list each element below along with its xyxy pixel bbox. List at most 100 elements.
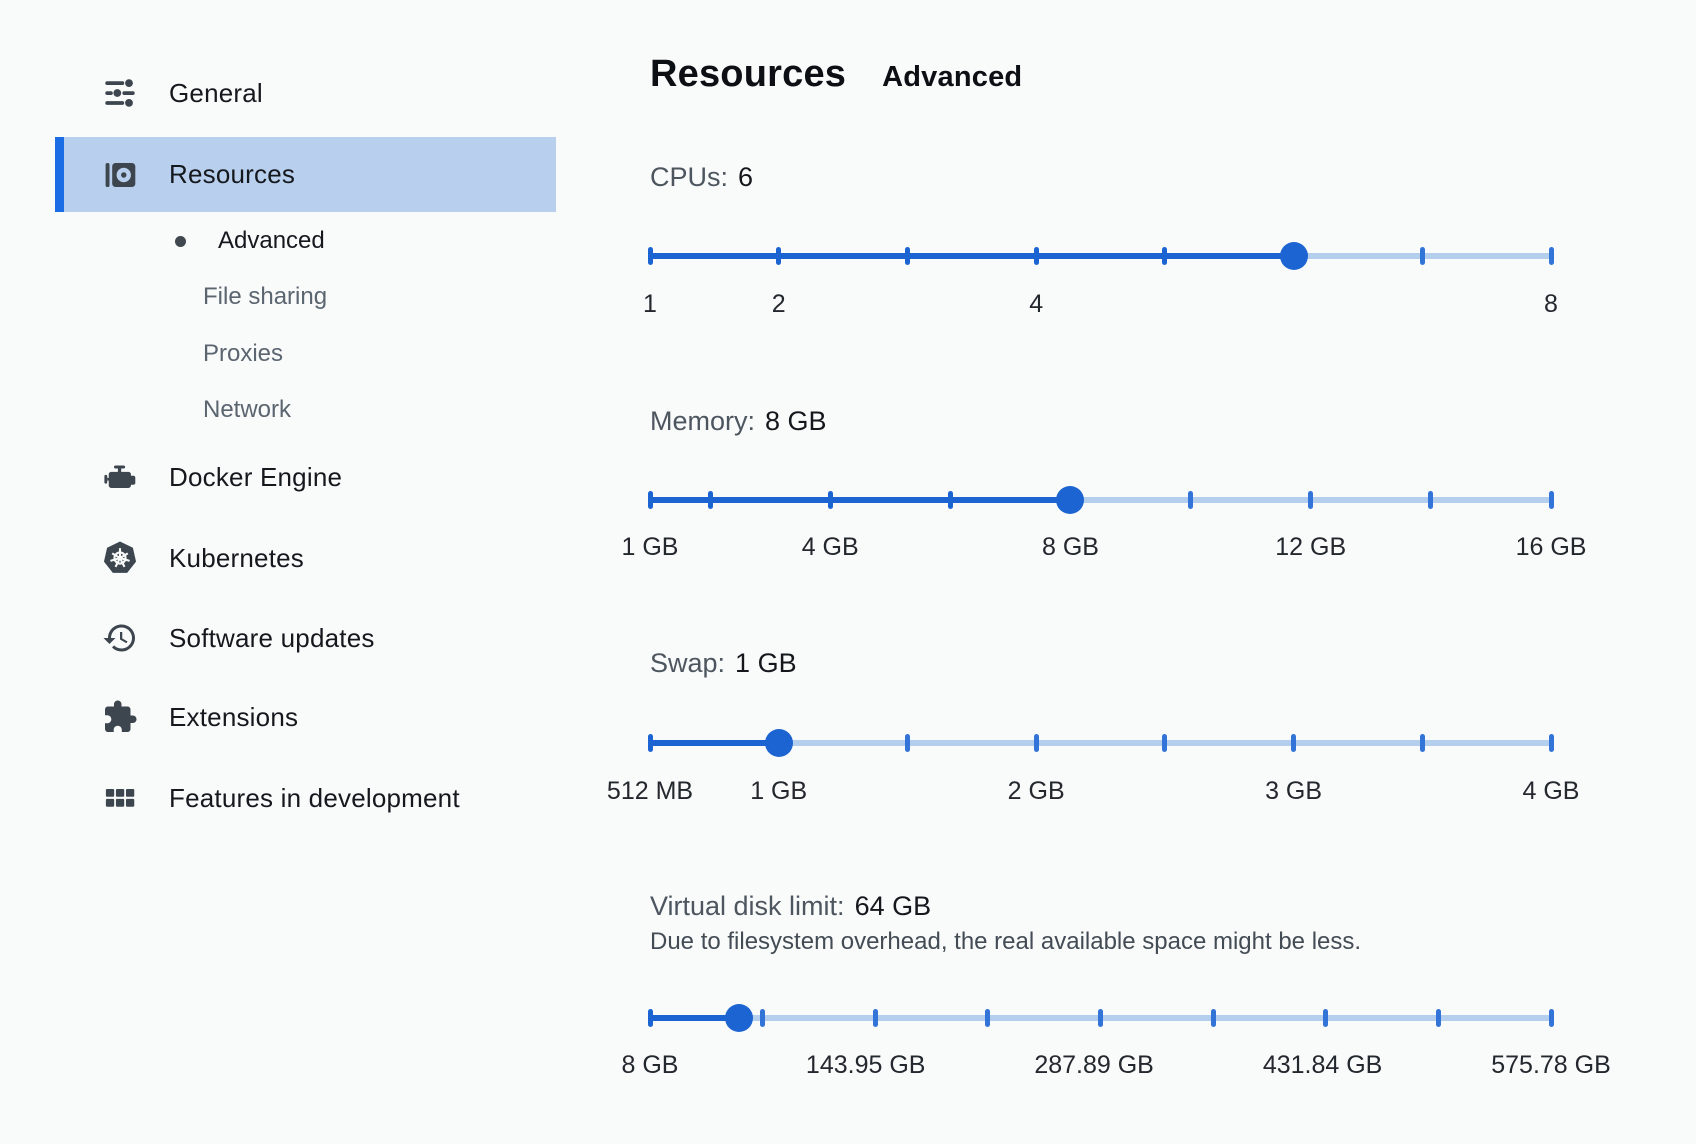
- resources-icon: [102, 157, 138, 193]
- cpus-slider-tick: [1419, 247, 1425, 265]
- sidebar-subitem-file-sharing[interactable]: File sharing: [55, 269, 556, 325]
- disk-slider-tick: [760, 1009, 766, 1027]
- cpus-slider-tick: [1162, 247, 1168, 265]
- cpus-slider-tick: [776, 247, 782, 265]
- engine-icon: [102, 459, 138, 495]
- disk-slider-tick: [1323, 1009, 1329, 1027]
- sidebar-item-features-in-development[interactable]: Features in development: [55, 770, 556, 826]
- swap-slider-tick: [1419, 734, 1425, 752]
- sidebar-item-kubernetes[interactable]: Kubernetes: [55, 530, 556, 586]
- memory-slider-tick: [1548, 491, 1554, 509]
- cpus-slider-tick: [1033, 247, 1039, 265]
- history-icon: [102, 620, 138, 656]
- swap-slider-tick: [1548, 734, 1554, 752]
- sidebar-item-resources[interactable]: Resources: [55, 137, 556, 212]
- sidebar-subitem-proxies[interactable]: Proxies: [55, 326, 556, 382]
- swap-value: 1 GB: [735, 648, 797, 678]
- sidebar-subitem-label: Advanced: [218, 227, 325, 254]
- disk-slider-tick: [985, 1009, 991, 1027]
- swap-axis-label: 4 GB: [1522, 777, 1580, 805]
- sidebar-item-label: Software updates: [169, 622, 375, 653]
- swap-axis-label: 512 MB: [606, 777, 694, 805]
- memory-slider-tick: [827, 491, 833, 509]
- sidebar-item-label: Docker Engine: [169, 461, 343, 492]
- cpus-axis-label: 2: [771, 290, 786, 318]
- memory-slider-fill: [650, 497, 1071, 503]
- disk-label: Virtual disk limit:: [650, 891, 845, 921]
- cpus-slider-tick: [904, 247, 910, 265]
- sidebar-subitem-network[interactable]: Network: [55, 382, 556, 438]
- disk-slider-tick: [1548, 1009, 1554, 1027]
- page-subtitle: Advanced: [882, 61, 1023, 93]
- swap-label: Swap:: [650, 648, 726, 678]
- memory-axis-label: 12 GB: [1275, 533, 1347, 561]
- cpus-slider-thumb[interactable]: [1279, 242, 1308, 270]
- page-title: Resources: [650, 53, 847, 95]
- sidebar-subitem-label: Network: [203, 396, 292, 423]
- memory-slider-tick: [1188, 491, 1194, 509]
- swap-slider-tick: [1162, 734, 1168, 752]
- sidebar-item-label: Kubernetes: [169, 542, 304, 573]
- cpus-value: 6: [738, 162, 754, 192]
- memory-slider-tick: [1308, 491, 1314, 509]
- cpus-slider-fill: [650, 253, 1294, 259]
- swap-slider-thumb[interactable]: [764, 729, 793, 757]
- sidebar-item-label: Extensions: [169, 701, 299, 732]
- disk-slider-fill: [650, 1015, 739, 1021]
- sidebar-subitem-label: Proxies: [203, 340, 284, 367]
- disk-note: Due to filesystem overhead, the real ava…: [650, 928, 1362, 955]
- swap-setting-label: Swap: 1 GB: [650, 646, 797, 680]
- memory-slider-thumb[interactable]: [1056, 486, 1085, 514]
- swap-slider[interactable]: [647, 729, 1554, 757]
- swap-axis-label: 2 GB: [1007, 777, 1065, 805]
- disk-slider-tick: [1210, 1009, 1216, 1027]
- memory-slider-tick: [1428, 491, 1434, 509]
- cpus-slider-tick: [1548, 247, 1554, 265]
- page-header: Resources Advanced: [650, 53, 1022, 96]
- settings-sidebar: General Resources Advanced File sharing …: [0, 0, 556, 1144]
- swap-axis-labels: 512 MB 1 GB 2 GB 3 GB 4 GB: [607, 776, 1580, 806]
- cpus-slider-tick: [647, 247, 653, 265]
- sidebar-item-label: Resources: [169, 159, 296, 189]
- cpus-axis-label: 4: [1029, 290, 1044, 318]
- sidebar-item-label: Features in development: [169, 782, 460, 813]
- memory-slider-tick: [647, 491, 653, 509]
- swap-slider-tick: [1291, 734, 1297, 752]
- cpus-axis-label: 1: [643, 290, 657, 318]
- memory-axis-labels: 1 GB 4 GB 8 GB 12 GB 16 GB: [622, 532, 1587, 562]
- sidebar-item-label: General: [169, 77, 263, 108]
- active-bullet-icon: [175, 235, 186, 247]
- puzzle-icon: [102, 699, 138, 735]
- sidebar-subitem-advanced[interactable]: Advanced: [55, 213, 556, 269]
- disk-slider-thumb[interactable]: [724, 1004, 753, 1032]
- memory-axis-label: 8 GB: [1041, 533, 1099, 561]
- swap-slider-tick: [904, 734, 910, 752]
- disk-value: 64 GB: [854, 891, 932, 921]
- memory-axis-label: 1 GB: [621, 533, 679, 561]
- memory-slider[interactable]: [647, 486, 1554, 514]
- disk-setting-label: Virtual disk limit: 64 GB: [650, 889, 931, 923]
- memory-setting-label: Memory: 8 GB: [650, 404, 827, 438]
- disk-axis-label: 287.89 GB: [1034, 1051, 1154, 1079]
- memory-axis-label: 4 GB: [801, 533, 859, 561]
- sidebar-item-extensions[interactable]: Extensions: [55, 689, 556, 745]
- disk-axis-label: 8 GB: [621, 1051, 679, 1079]
- disk-axis-label: 431.84 GB: [1262, 1051, 1383, 1079]
- disk-axis-labels: 8 GB 143.95 GB 287.89 GB 431.84 GB 575.78 GB: [622, 1050, 1611, 1080]
- cpus-slider[interactable]: [647, 242, 1554, 270]
- disk-axis-label: 143.95 GB: [805, 1051, 926, 1079]
- kubernetes-icon: [102, 540, 138, 576]
- sidebar-item-software-updates[interactable]: Software updates: [55, 610, 556, 666]
- cpus-label: CPUs:: [650, 162, 729, 192]
- sidebar-item-docker-engine[interactable]: Docker Engine: [55, 449, 556, 505]
- cpus-axis-labels: 1 2 4 8: [643, 289, 1558, 319]
- memory-label: Memory:: [650, 406, 756, 436]
- disk-slider-tick: [1435, 1009, 1441, 1027]
- memory-value: 8 GB: [765, 406, 827, 436]
- sidebar-item-general[interactable]: General: [55, 65, 556, 121]
- disk-axis-label: 575.78 GB: [1491, 1051, 1611, 1079]
- memory-slider-tick: [947, 491, 953, 509]
- swap-axis-label: 3 GB: [1265, 777, 1323, 805]
- disk-slider[interactable]: [647, 1004, 1554, 1032]
